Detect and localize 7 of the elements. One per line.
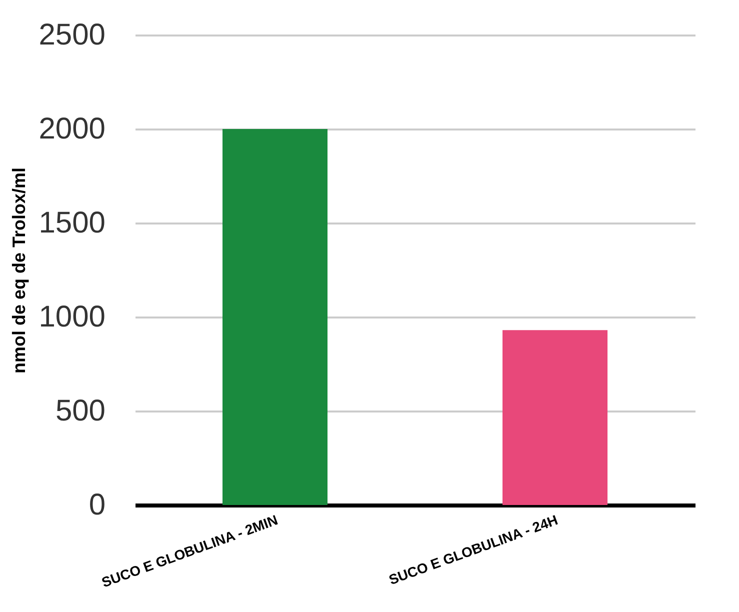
y-axis-title: nmol de eq de Trolox/ml	[8, 167, 29, 374]
y-tick-label: 1000	[38, 300, 106, 334]
y-tick-label: 2000	[38, 112, 106, 146]
y-tick-label: 2500	[38, 18, 106, 52]
y-tick-label: 1500	[38, 206, 106, 240]
y-tick-label: 0	[88, 488, 106, 522]
y-tick-label: 500	[55, 394, 106, 428]
